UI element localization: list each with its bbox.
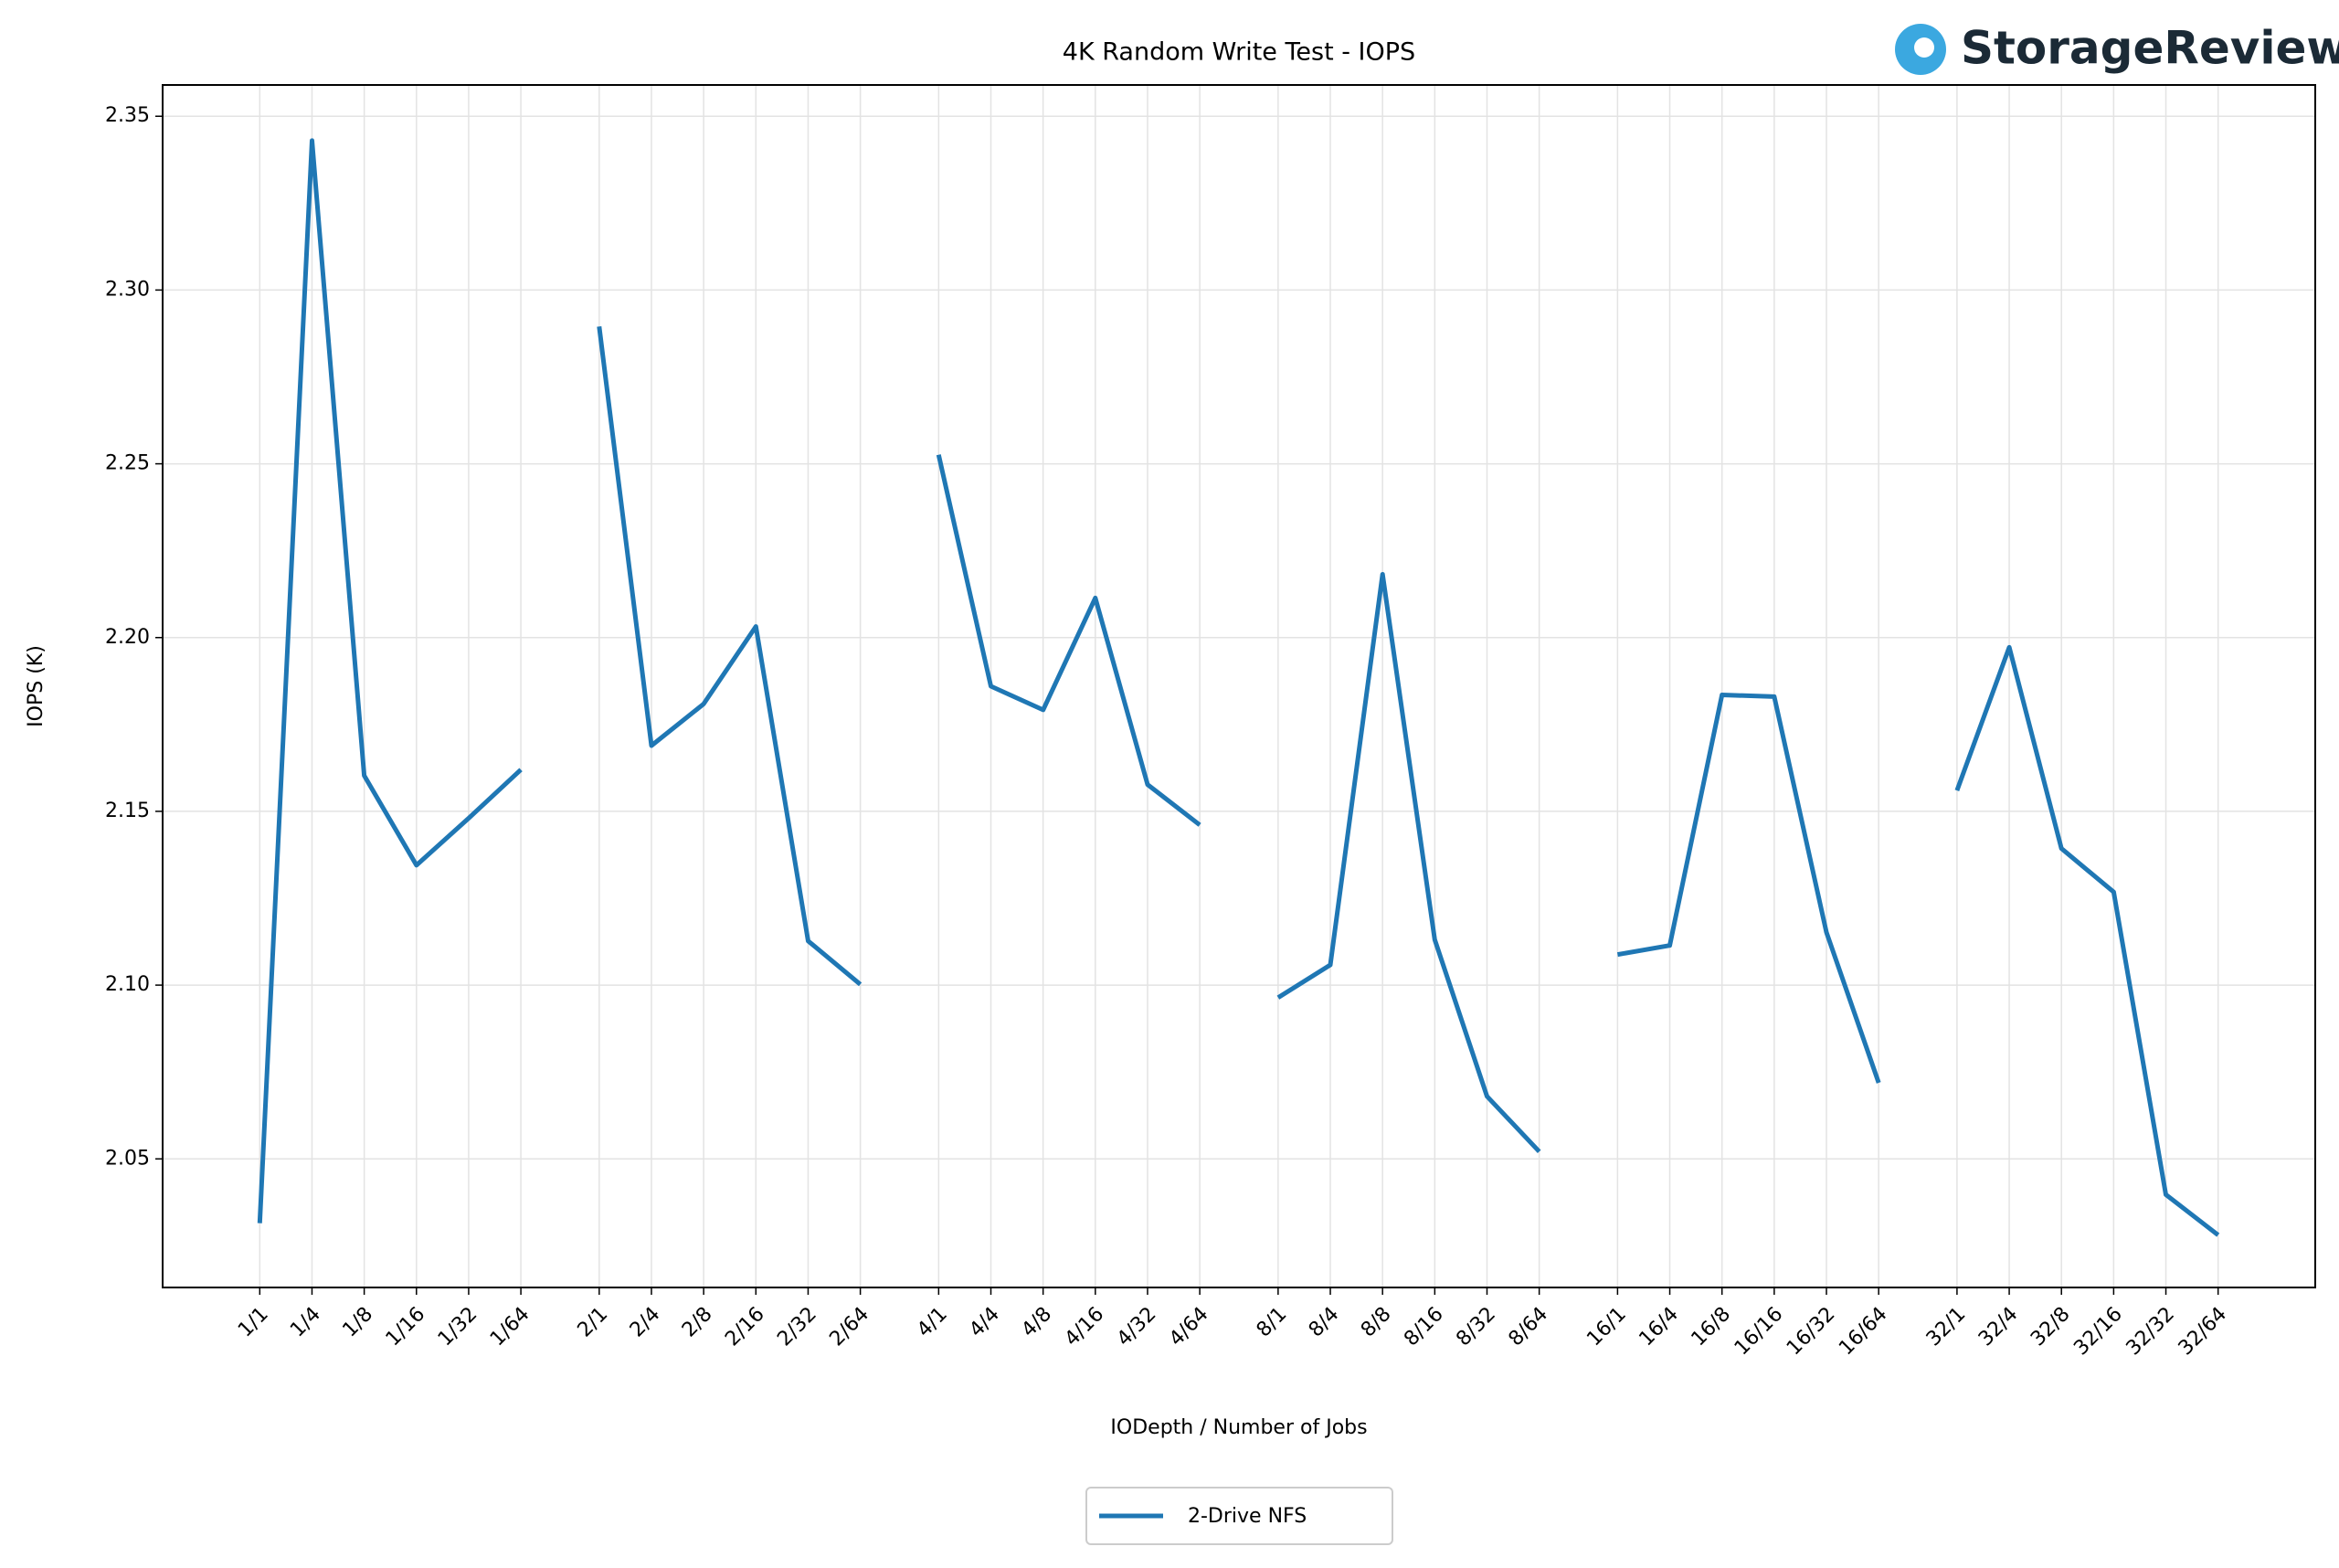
x-tick-label: 1/8 [338,1303,377,1342]
y-tick-label: 2.10 [105,973,150,996]
x-tick-label: 2/1 [574,1303,613,1342]
x-tick-label: 2/64 [825,1303,873,1351]
y-axis-label: IOPS (K) [25,645,48,727]
x-tick-label: 2/16 [721,1303,769,1351]
chart-title: 4K Random Write Test - IOPS [1063,38,1415,67]
x-axis-label: IODepth / Number of Jobs [1110,1416,1367,1439]
x-tick-label: 4/1 [913,1303,952,1342]
x-tick-label: 8/32 [1452,1303,1500,1351]
y-tick-label: 2.20 [105,626,150,649]
x-tick-label: 32/4 [1974,1303,2023,1351]
x-tick-label: 1/4 [286,1303,325,1342]
x-tick-label: 32/8 [2027,1303,2075,1351]
x-tick-label: 16/16 [1730,1303,1788,1361]
plot-frame [162,84,2316,1288]
x-tick-label: 32/1 [1922,1303,1971,1351]
x-tick-label: 4/4 [965,1303,1004,1342]
y-tick-label: 2.15 [105,800,150,822]
x-tick-label: 4/64 [1165,1303,1213,1351]
logo-icon-hole [1914,37,1934,58]
legend-box [1085,1487,1393,1545]
x-tick-label: 1/32 [434,1303,482,1351]
logo-text: StorageReview [1961,22,2339,75]
x-tick-label: 4/32 [1113,1303,1161,1351]
x-tick-label: 8/64 [1505,1303,1553,1351]
x-tick-label: 32/32 [2122,1303,2180,1361]
y-tick-label: 2.05 [105,1147,150,1170]
x-tick-label: 32/16 [2069,1303,2127,1361]
x-tick-label: 16/4 [1635,1303,1683,1351]
legend: 2-Drive NFS [1085,1487,1393,1545]
x-tick-label: 8/8 [1357,1303,1396,1342]
x-tick-label: 2/32 [773,1303,821,1351]
y-tick-label: 2.30 [105,278,150,301]
x-tick-label: 4/16 [1061,1303,1109,1351]
x-tick-label: 2/8 [678,1303,717,1342]
logo: StorageReview [1895,22,2339,75]
legend-label: 2-Drive NFS [1188,1505,1307,1528]
x-tick-label: 1/1 [234,1303,273,1342]
y-tick-label: 2.35 [105,104,150,127]
y-tick-label: 2.25 [105,452,150,475]
x-tick-label: 16/1 [1582,1303,1631,1351]
x-tick-label: 1/64 [486,1303,534,1351]
x-tick-label: 32/64 [2175,1303,2232,1361]
x-tick-label: 4/8 [1017,1303,1056,1342]
x-tick-label: 2/4 [626,1303,665,1342]
x-tick-label: 8/16 [1400,1303,1448,1351]
x-tick-label: 8/1 [1253,1303,1292,1342]
data-line [257,138,2220,1237]
x-tick-label: 1/16 [382,1303,430,1351]
x-tick-label: 16/32 [1783,1303,1840,1361]
x-tick-label: 8/4 [1305,1303,1344,1342]
x-tick-label: 16/64 [1835,1303,1892,1361]
x-tick-label: 16/8 [1688,1303,1736,1351]
